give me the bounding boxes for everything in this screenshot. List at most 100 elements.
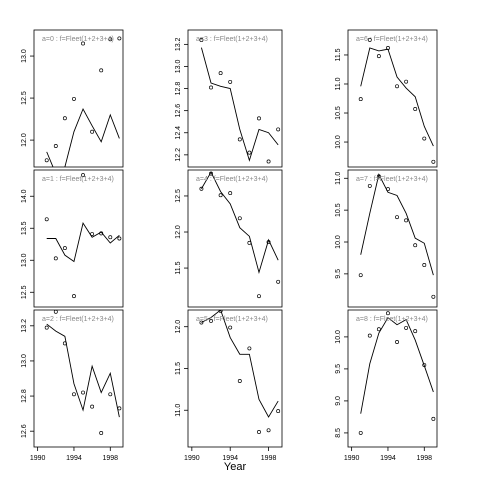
y-tick-label: 13.2	[21, 319, 28, 333]
y-tick-label: 13.0	[21, 354, 28, 368]
data-point	[422, 136, 427, 141]
data-point	[44, 217, 49, 222]
y-tick-label: 9.0	[335, 396, 342, 406]
fitted-line	[46, 222, 120, 263]
panel-title: a=2 : f=Fleet(1+2+3+4)	[42, 316, 114, 323]
panel-title: a=0 : f=Fleet(1+2+3+4)	[42, 36, 114, 43]
data-point	[247, 240, 252, 245]
y-tick-label: 12.8	[21, 389, 28, 403]
plot-area	[358, 311, 436, 435]
panel-title: a=3 : f=Fleet(1+2+3+4)	[196, 36, 268, 43]
y-tick-label: 11.0	[175, 404, 182, 417]
plot-area	[199, 37, 281, 164]
y-tick-label: 9.5	[335, 269, 342, 279]
x-tick-label: 1994	[66, 455, 82, 462]
y-tick-label: 11.5	[335, 48, 342, 61]
panel-frame	[187, 29, 283, 168]
panel-frame	[187, 169, 283, 308]
panel-frame	[33, 309, 124, 448]
fitted-line	[360, 47, 434, 147]
data-point	[376, 54, 381, 59]
fitted-line	[46, 323, 120, 418]
data-point	[358, 97, 363, 102]
data-point	[53, 144, 58, 148]
data-point	[257, 430, 261, 434]
data-point	[62, 116, 67, 121]
data-point	[395, 84, 399, 89]
data-point	[413, 243, 418, 248]
data-point	[237, 379, 242, 383]
y-tick-label: 13.2	[175, 37, 182, 51]
data-point	[90, 404, 95, 409]
data-point	[81, 173, 85, 178]
data-point	[209, 171, 213, 176]
data-point	[367, 37, 372, 42]
data-point	[237, 137, 242, 142]
data-point	[422, 363, 427, 368]
y-tick-label: 9.5	[335, 364, 342, 374]
panel-frame	[33, 29, 124, 168]
data-point	[72, 294, 76, 299]
panel-title: a=1 : f=Fleet(1+2+3+4)	[42, 176, 114, 183]
y-tick-label: 14.0	[21, 189, 28, 203]
data-point	[199, 320, 204, 325]
panel-title: a=5 : f=Fleet(1+2+3+4)	[196, 316, 268, 323]
data-point	[257, 116, 261, 121]
data-point	[386, 311, 390, 316]
data-point	[404, 79, 409, 84]
data-point	[404, 218, 409, 223]
plot-area	[358, 37, 436, 164]
data-point	[99, 231, 104, 236]
fitted-line	[46, 107, 120, 167]
data-point	[44, 325, 49, 330]
data-point	[266, 428, 271, 433]
y-tick-label: 8.5	[335, 428, 342, 438]
y-tick-label: 12.6	[175, 104, 182, 118]
x-tick-label: 1998	[261, 455, 277, 462]
fitted-line	[360, 173, 434, 276]
fitted-line	[200, 47, 279, 162]
y-tick-label: 12.4	[175, 126, 182, 140]
plot-area	[44, 173, 122, 299]
data-point	[117, 36, 122, 41]
panel-frame	[347, 29, 438, 168]
data-point	[404, 325, 409, 330]
data-point	[422, 262, 427, 267]
data-point	[431, 294, 436, 299]
data-point	[99, 68, 104, 73]
x-tick-label: 1994	[222, 455, 238, 462]
data-point	[386, 46, 390, 50]
y-tick-label: 10.5	[335, 106, 342, 120]
data-point	[72, 392, 76, 397]
panel-frame	[187, 309, 283, 448]
y-tick-label: 11.0	[335, 172, 342, 185]
x-tick-label: 1990	[344, 455, 360, 462]
y-tick-label: 10.0	[335, 330, 342, 344]
panel-title: a=7 : f=Fleet(1+2+3+4)	[356, 176, 428, 183]
y-tick-label: 10.0	[335, 135, 342, 149]
x-tick-label: 1998	[416, 455, 432, 462]
data-point	[266, 159, 271, 164]
panel-frame	[347, 169, 438, 308]
data-point	[81, 41, 85, 46]
data-point	[276, 409, 281, 414]
data-point	[413, 106, 418, 111]
fitted-line	[201, 310, 279, 418]
data-point	[218, 310, 223, 313]
data-point	[228, 325, 233, 330]
data-point	[108, 37, 113, 42]
panel-frame	[33, 169, 124, 308]
data-point	[218, 71, 223, 76]
data-point	[376, 174, 381, 179]
data-point	[199, 186, 204, 191]
data-point	[247, 150, 252, 155]
y-tick-label: 11.5	[175, 261, 182, 274]
data-point	[367, 183, 372, 188]
panel-title: a=6 : f=Fleet(1+2+3+4)	[356, 36, 428, 43]
panel-title: a=8 : f=Fleet(1+2+3+4)	[356, 316, 428, 323]
data-point	[209, 318, 213, 323]
y-tick-label: 11.0	[335, 77, 342, 90]
data-point	[62, 341, 67, 346]
y-tick-label: 12.8	[175, 82, 182, 96]
panel-title: a=4 : f=Fleet(1+2+3+4)	[196, 176, 268, 183]
